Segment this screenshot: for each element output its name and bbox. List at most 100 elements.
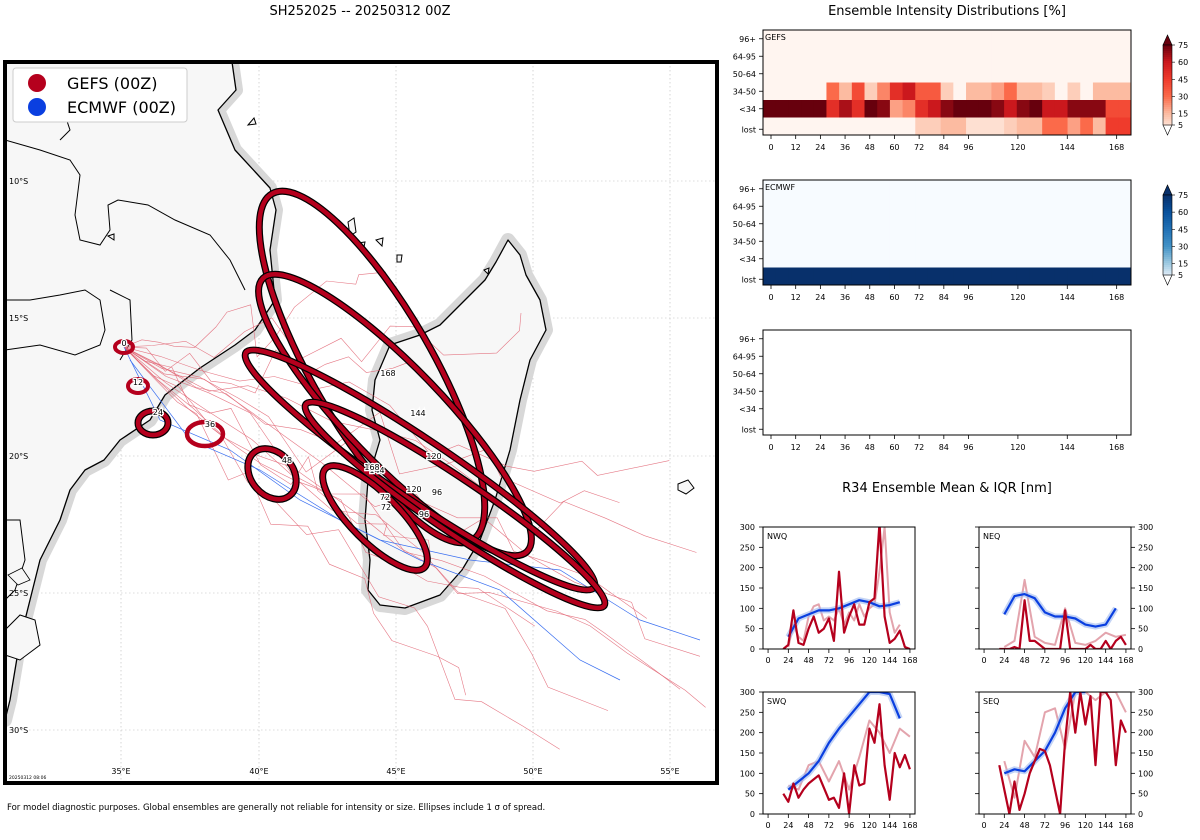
heatmap-cell: [915, 250, 929, 268]
colorbar-tick-label: 75: [1178, 41, 1188, 50]
heatmap-cell: [978, 267, 992, 286]
x-tick-label: 84: [939, 443, 949, 452]
heatmap-cell: [953, 100, 967, 118]
heatmap-cell: [902, 82, 916, 101]
x-tick-label: 72: [914, 293, 924, 302]
y-tick-label: 50: [1138, 790, 1148, 799]
y-tick-label: 300: [740, 688, 755, 697]
heatmap-cell: [1092, 47, 1107, 66]
x-tick-label: 24: [783, 821, 793, 830]
colorbar-segment: [1163, 269, 1172, 272]
heatmap-cell: [851, 82, 866, 101]
colorbar-segment: [1163, 213, 1172, 216]
colorbar-segment: [1163, 47, 1172, 50]
heatmap-cell: [889, 215, 904, 233]
heatmap-cell: [801, 100, 815, 118]
x-tick-label: 24: [999, 821, 1009, 830]
heatmap-cell: [1118, 100, 1132, 118]
heatmap-cell: [1042, 100, 1056, 118]
heatmap-cell: [1118, 82, 1132, 101]
heatmap-cell: [775, 215, 789, 233]
heatmap-cell: [775, 267, 789, 286]
colorbar-segment: [1163, 93, 1172, 96]
map-title: SH252025 -- 20250312 00Z: [269, 4, 451, 19]
quadrant-label: SEQ: [983, 697, 999, 706]
heatmap-cell: [1029, 65, 1043, 83]
ellipse-label: 24: [153, 408, 163, 417]
colorbar-segment: [1163, 257, 1172, 260]
y-tick-label: 50: [745, 790, 755, 799]
heatmap-cell: [1054, 82, 1069, 101]
heatmap-cell: [991, 180, 1005, 198]
heatmap-cell: [1004, 30, 1018, 48]
heatmap-cell: [940, 30, 954, 48]
heatmap-bg: [763, 330, 1131, 435]
heatmap-cell: [813, 82, 827, 101]
heatmap-cell: [826, 215, 840, 233]
heatmap-cell: [1004, 47, 1018, 66]
heatmap-cell: [877, 267, 891, 286]
heatmap-cell: [788, 82, 802, 101]
x-tick-label: 144: [1060, 443, 1075, 452]
gefs-track: [123, 312, 522, 363]
heatmap-cell: [1067, 65, 1081, 83]
heatmap-cell: [775, 180, 789, 198]
heatmap-cell: [775, 30, 789, 48]
heatmap-cell: [1105, 82, 1119, 101]
ellipse-hour-labels: 0 12 24 36 48 72 96 120 144 168 72 96 12…: [120, 338, 443, 521]
gefs-track: [123, 346, 701, 657]
heatmap-cell: [1042, 117, 1056, 136]
x-tick-label: 96: [963, 143, 973, 152]
y-tick-label: 150: [1138, 749, 1153, 758]
heatmap-cell: [889, 82, 904, 101]
heatmap-cell: [902, 180, 916, 198]
colorbar-segment: [1163, 273, 1172, 276]
heatmap-cell: [839, 267, 853, 286]
heatmap-cell: [889, 267, 904, 286]
x-tick-label: 36: [840, 293, 850, 302]
heatmap-cell: [763, 267, 777, 286]
x-tick-label: 72: [1040, 821, 1050, 830]
colorbar-segment: [1163, 239, 1172, 242]
heatmap-cell: [763, 180, 777, 198]
colorbar-segment: [1163, 265, 1172, 268]
y-tick-label: 250: [740, 543, 755, 552]
heatmap-cell: [801, 267, 815, 286]
x-tick-label: 36: [840, 443, 850, 452]
colorbar-segment: [1163, 223, 1172, 226]
ellipse-144: [256, 272, 534, 558]
x-tick-label: 168: [902, 656, 917, 665]
heatmap-model-label: GEFS: [765, 33, 786, 42]
x-tick-label: 96: [963, 443, 973, 452]
heatmap-cell: [851, 215, 866, 233]
ensemble-tracks: [123, 271, 706, 750]
heatmap-cell: [978, 215, 992, 233]
heatmap-cell: [877, 82, 891, 101]
heatmap-cell: [775, 82, 789, 101]
heatmap-cell: [851, 197, 866, 216]
heatmap-cell: [1004, 82, 1018, 101]
colorbar-tick-label: 30: [1178, 92, 1188, 101]
heatmap-cell: [877, 197, 891, 216]
heatmap-cell: [1054, 180, 1069, 198]
heatmap-cell: [1118, 180, 1132, 198]
colorbar-segment: [1163, 241, 1172, 244]
heatmap-cell: [877, 47, 891, 66]
heatmap-cell: [839, 197, 853, 216]
legend-box: [12, 67, 188, 123]
x-tick-label: 120: [1078, 821, 1093, 830]
heatmap-cell: [877, 117, 891, 136]
heatmap-cell: [966, 30, 980, 48]
heatmap-cell: [1042, 197, 1056, 216]
heatmap-cell: [839, 100, 853, 118]
heatmap-cell: [991, 250, 1005, 268]
heatmap-cell: [1016, 30, 1030, 48]
heatmap-cell: [966, 250, 980, 268]
heatmap-cell: [953, 250, 967, 268]
heatmap-cell: [940, 232, 954, 251]
legend-ecmwf-marker: [28, 98, 46, 116]
heatmap-cell: [953, 232, 967, 251]
r34-bg: [763, 527, 915, 649]
heatmap-cell: [1004, 180, 1018, 198]
